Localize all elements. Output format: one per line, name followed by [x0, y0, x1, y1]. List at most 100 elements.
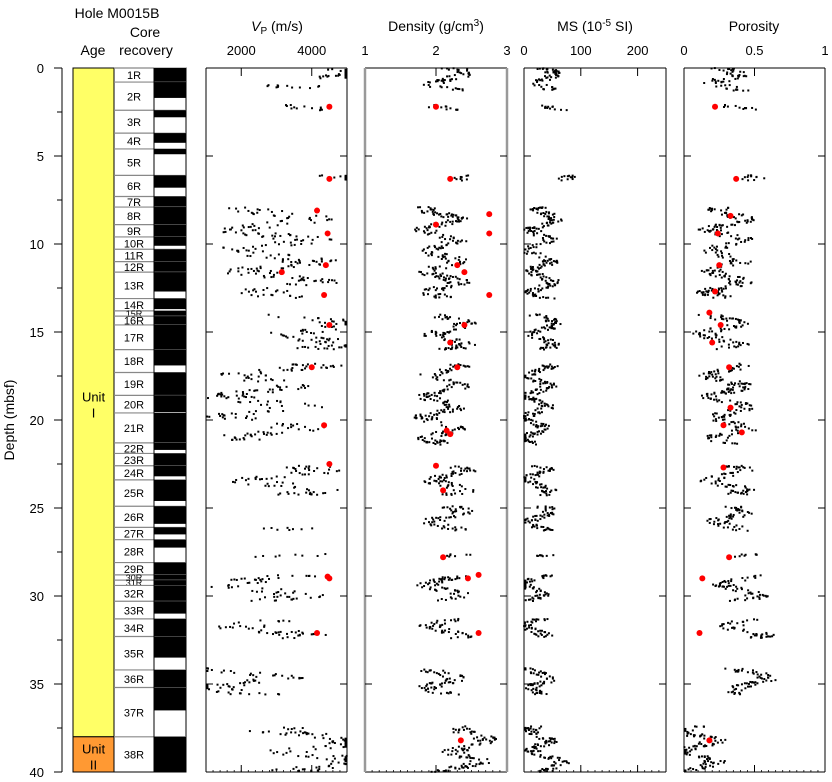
logger-point	[479, 742, 482, 745]
logger-point	[727, 519, 730, 522]
logger-point	[325, 215, 328, 218]
logger-point	[271, 388, 274, 391]
logger-point	[544, 505, 547, 508]
logger-point	[703, 756, 706, 759]
logger-point	[470, 322, 473, 325]
logger-point	[436, 399, 439, 402]
logger-point	[458, 278, 461, 281]
logger-point	[315, 336, 318, 339]
logger-point	[460, 239, 463, 242]
logger-point	[290, 107, 293, 110]
logger-point	[333, 742, 336, 745]
logger-point	[440, 370, 443, 373]
logger-point	[441, 254, 444, 257]
logger-point	[546, 366, 549, 369]
logger-point	[254, 476, 257, 479]
logger-point	[448, 405, 451, 408]
logger-point	[525, 730, 528, 733]
logger-point	[427, 690, 430, 693]
logger-point	[740, 406, 743, 409]
logger-point	[456, 87, 459, 90]
logger-point	[441, 581, 444, 584]
logger-point	[736, 220, 739, 223]
logger-point	[458, 404, 461, 407]
logger-point	[535, 618, 538, 621]
logger-point	[737, 426, 740, 429]
discrete-sample-point	[464, 575, 471, 582]
logger-point	[291, 366, 294, 369]
logger-point	[705, 476, 708, 479]
logger-point	[248, 730, 251, 733]
logger-point	[531, 753, 534, 756]
logger-point	[758, 596, 761, 599]
logger-point	[270, 276, 273, 279]
logger-point	[751, 429, 754, 432]
logger-point	[335, 322, 338, 325]
logger-point	[770, 680, 773, 683]
logger-point	[758, 597, 761, 600]
logger-point	[536, 79, 539, 82]
logger-point	[318, 768, 321, 771]
logger-point	[431, 516, 434, 519]
logger-point	[546, 286, 549, 289]
logger-point	[453, 340, 456, 343]
logger-point	[478, 758, 481, 761]
logger-point	[749, 636, 752, 639]
logger-point	[544, 506, 547, 509]
logger-point	[282, 410, 285, 413]
logger-point	[458, 473, 461, 476]
logger-point	[467, 75, 470, 78]
logger-point	[535, 686, 538, 689]
depth-axis-label: Depth (mbsf)	[1, 380, 17, 461]
logger-point	[442, 335, 445, 338]
logger-point	[464, 488, 467, 491]
logger-point	[715, 85, 718, 88]
logger-point	[750, 216, 753, 219]
logger-point	[446, 385, 449, 388]
logger-point	[344, 742, 347, 745]
logger-point	[751, 469, 754, 472]
logger-point	[456, 108, 459, 111]
logger-point	[714, 275, 717, 278]
logger-point	[437, 477, 440, 480]
core-recovery-column: 1R2R3R4R5R6R7R8R9R10R11R12R13R14R15R16R1…	[113, 67, 187, 773]
logger-point	[722, 77, 725, 80]
logger-point	[289, 234, 292, 237]
logger-point	[241, 391, 244, 394]
logger-point	[254, 417, 257, 420]
discrete-sample-point	[326, 103, 333, 110]
logger-point	[720, 287, 723, 290]
logger-point	[550, 261, 553, 264]
logger-point	[439, 624, 442, 627]
logger-point	[754, 576, 757, 579]
logger-point	[542, 338, 545, 341]
logger-point	[426, 441, 429, 444]
logger-point	[528, 291, 531, 294]
logger-point	[262, 554, 265, 557]
logger-point	[287, 253, 290, 256]
logger-point	[532, 687, 535, 690]
logger-point	[321, 174, 324, 177]
logger-point	[305, 365, 308, 368]
logger-point	[248, 693, 251, 696]
logger-point	[437, 255, 440, 258]
logger-point	[329, 318, 332, 321]
recovered-interval	[154, 618, 186, 637]
logger-point	[245, 416, 248, 419]
logger-point	[448, 212, 451, 215]
logger-point	[542, 296, 545, 299]
logger-point	[730, 369, 733, 372]
logger-point	[745, 382, 748, 385]
logger-point	[753, 618, 756, 621]
logger-point	[449, 411, 452, 414]
logger-point	[469, 731, 472, 734]
logger-point	[267, 390, 270, 393]
logger-point	[549, 262, 552, 265]
logger-point	[525, 432, 528, 435]
logger-point	[453, 328, 456, 331]
logger-point	[699, 735, 702, 738]
logger-point	[240, 273, 243, 276]
logger-point	[447, 681, 450, 684]
logger-point	[465, 178, 468, 181]
logger-point	[744, 402, 747, 405]
